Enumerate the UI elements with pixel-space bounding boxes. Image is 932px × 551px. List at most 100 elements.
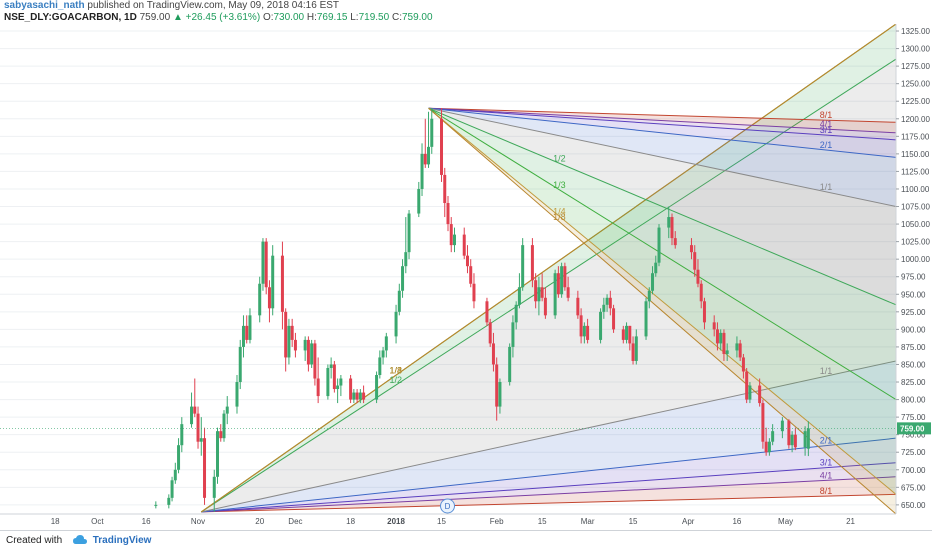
candle[interactable] <box>521 245 525 288</box>
candle[interactable] <box>654 262 658 274</box>
candle[interactable] <box>355 392 359 400</box>
author-name[interactable]: sabyasachi_nath <box>4 0 85 11</box>
price-chart[interactable]: 8/14/13/12/11/11/21/31/41/88/14/13/12/11… <box>0 24 932 530</box>
candle[interactable] <box>384 336 388 351</box>
candle[interactable] <box>303 339 307 351</box>
candle[interactable] <box>605 297 609 305</box>
candle[interactable] <box>651 273 655 291</box>
candle[interactable] <box>806 428 810 449</box>
candle[interactable] <box>465 255 469 267</box>
candle[interactable] <box>787 420 791 446</box>
candle[interactable] <box>761 403 765 442</box>
bottom-fan-line-8-1[interactable] <box>201 493 896 513</box>
candle[interactable] <box>540 287 544 298</box>
candle[interactable] <box>199 438 203 442</box>
candle[interactable] <box>261 241 265 284</box>
candle[interactable] <box>440 118 444 175</box>
bottom-fan[interactable] <box>200 24 896 513</box>
candle[interactable] <box>245 325 249 340</box>
candle[interactable] <box>326 367 330 397</box>
candle[interactable] <box>511 322 515 347</box>
candle[interactable] <box>560 266 564 295</box>
candle[interactable] <box>621 329 625 340</box>
time-axis[interactable] <box>0 514 932 530</box>
tradingview-logo[interactable]: TradingView <box>92 535 152 546</box>
candle[interactable] <box>238 346 242 383</box>
candle[interactable] <box>702 301 706 323</box>
candle[interactable] <box>735 343 739 351</box>
top-fan-line-4-1[interactable] <box>428 107 896 134</box>
candle[interactable] <box>407 213 411 253</box>
candle[interactable] <box>417 188 421 214</box>
candle[interactable] <box>745 371 749 400</box>
candle[interactable] <box>543 297 547 316</box>
bottom-fan-line-2-1[interactable] <box>201 437 896 513</box>
candle[interactable] <box>339 378 343 386</box>
candle[interactable] <box>427 146 431 165</box>
candle[interactable] <box>689 245 693 253</box>
candle[interactable] <box>803 431 807 448</box>
candle[interactable] <box>180 424 184 446</box>
top-fan-line-3-1[interactable] <box>428 107 896 141</box>
candle[interactable] <box>258 283 262 316</box>
candle[interactable] <box>154 504 158 506</box>
candle[interactable] <box>349 378 353 400</box>
candle[interactable] <box>586 325 590 340</box>
candle[interactable] <box>313 343 317 379</box>
candle[interactable] <box>280 255 284 312</box>
candle[interactable] <box>488 322 492 344</box>
candle[interactable] <box>462 234 466 256</box>
bottom-fan-line-1-8[interactable] <box>200 24 896 513</box>
candle[interactable] <box>780 420 784 432</box>
candle[interactable] <box>193 406 197 414</box>
candle[interactable] <box>452 234 456 246</box>
candle[interactable] <box>553 273 557 316</box>
candle[interactable] <box>190 406 194 425</box>
candle[interactable] <box>316 378 320 397</box>
candle[interactable] <box>576 297 580 316</box>
candle[interactable] <box>401 266 405 291</box>
candle[interactable] <box>173 469 177 481</box>
candle[interactable] <box>287 325 291 358</box>
candle[interactable] <box>404 252 408 267</box>
candle[interactable] <box>446 203 450 225</box>
candle[interactable] <box>310 343 314 365</box>
top-fan-line-1-4[interactable] <box>428 107 896 495</box>
bottom-fan-line-1-2[interactable] <box>201 58 896 513</box>
candle[interactable] <box>358 392 362 400</box>
candle[interactable] <box>599 311 603 340</box>
top-fan-line-1-8[interactable] <box>428 107 896 514</box>
candle[interactable] <box>491 343 495 365</box>
top-fan-line-1-3[interactable] <box>428 107 896 400</box>
candle[interactable] <box>667 217 671 228</box>
top-fan-line-1-2[interactable] <box>428 107 896 306</box>
bottom-fan-line-1-1[interactable] <box>201 360 896 513</box>
candle[interactable] <box>579 315 583 337</box>
candle[interactable] <box>449 224 453 246</box>
candle[interactable] <box>203 438 207 498</box>
candle[interactable] <box>748 385 752 400</box>
bottom-fan-line-4-1[interactable] <box>201 476 896 513</box>
candle[interactable] <box>167 497 171 505</box>
candle[interactable] <box>271 255 275 309</box>
candle[interactable] <box>469 266 473 284</box>
candle[interactable] <box>264 241 268 288</box>
candle[interactable] <box>514 304 518 323</box>
top-fan-line-8-1[interactable] <box>428 107 896 123</box>
candle[interactable] <box>248 315 252 340</box>
candle[interactable] <box>212 476 216 498</box>
candle[interactable] <box>336 385 340 390</box>
price-axis[interactable] <box>896 24 932 530</box>
candle[interactable] <box>397 290 401 312</box>
candle[interactable] <box>566 287 570 298</box>
candle[interactable] <box>612 308 616 330</box>
candle[interactable] <box>563 266 567 288</box>
top-fan[interactable] <box>428 107 896 514</box>
candle[interactable] <box>430 118 434 147</box>
candle[interactable] <box>290 325 294 340</box>
candle[interactable] <box>741 357 745 372</box>
candle[interactable] <box>764 441 768 453</box>
candle[interactable] <box>647 290 651 302</box>
top-fan-line-1-1[interactable] <box>428 107 896 208</box>
candle[interactable] <box>530 245 534 281</box>
